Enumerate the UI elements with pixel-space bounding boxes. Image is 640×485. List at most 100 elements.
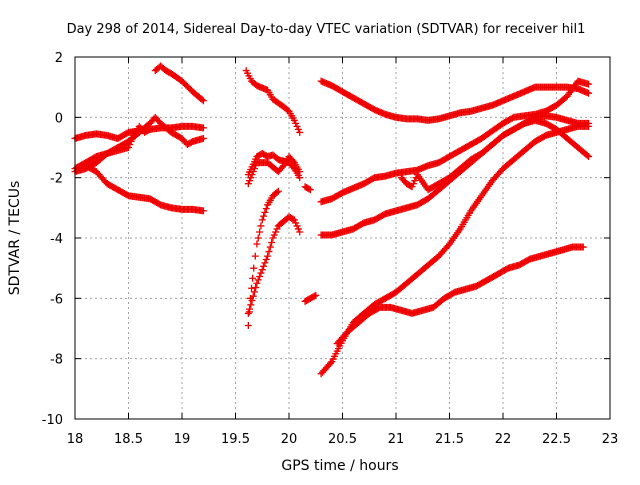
data-point [248, 171, 256, 179]
data-point [296, 128, 304, 136]
data-point [257, 269, 265, 277]
data-point [145, 126, 153, 134]
y-tick-label: -2 [50, 172, 63, 187]
data-point [411, 177, 419, 185]
data-point [249, 292, 257, 300]
data-point [269, 234, 277, 242]
data-point [585, 153, 593, 161]
data-point [249, 168, 257, 176]
data-point [260, 262, 268, 270]
series-arc-j [244, 213, 304, 317]
data-point [253, 240, 261, 248]
x-axis-title: GPS time / hours [281, 458, 398, 474]
data-point [326, 359, 334, 367]
data-point [290, 216, 298, 224]
data-point [248, 296, 256, 304]
x-tick-label: 18.5 [114, 432, 143, 447]
y-tick-label: 2 [55, 51, 63, 66]
x-tick-label: 22.5 [542, 432, 571, 447]
data-point [252, 284, 260, 292]
data-point [289, 215, 297, 223]
y-tick-label: -4 [50, 232, 63, 247]
y-tick-label: 0 [55, 111, 63, 126]
series-arc-d [82, 162, 207, 215]
data-point [250, 264, 258, 272]
data-point [310, 292, 318, 300]
series-arc-k [301, 291, 320, 305]
data-point [260, 212, 268, 220]
data-point [199, 134, 207, 142]
data-point [312, 291, 320, 299]
data-point [244, 309, 252, 317]
data-point [261, 208, 269, 216]
x-tick-label: 20 [281, 432, 298, 447]
data-point [246, 177, 254, 185]
data-point [278, 163, 286, 171]
data-point [146, 125, 154, 133]
y-tick-label: -6 [50, 292, 63, 307]
ticks-layer [74, 56, 611, 420]
x-tick-label: 23 [602, 432, 619, 447]
data-point [292, 119, 300, 127]
grid-layer [75, 57, 610, 419]
data-point [268, 239, 276, 247]
data-point [585, 122, 593, 130]
data-point [264, 252, 272, 260]
data-point [266, 243, 274, 251]
data-point [409, 180, 417, 188]
series-arc-l [301, 183, 314, 194]
data-point [247, 174, 255, 182]
data-point [585, 80, 593, 88]
series-arc-e [151, 62, 207, 105]
data-point [296, 168, 304, 176]
data-point [253, 279, 261, 287]
data-point [127, 137, 135, 145]
series-arc-i [244, 187, 282, 329]
series-arc-f [242, 67, 304, 136]
data-point [585, 89, 593, 97]
data-point [199, 207, 207, 215]
data-point [126, 140, 134, 148]
data-point [250, 288, 258, 296]
data-point [293, 122, 301, 130]
data-point [251, 252, 259, 260]
data-point [262, 255, 270, 263]
y-tick-label: -8 [50, 353, 63, 368]
x-tick-label: 21.5 [435, 432, 464, 447]
data-point [293, 222, 301, 230]
data-point [583, 151, 591, 159]
data-point [249, 274, 257, 282]
data-point [579, 243, 587, 251]
data-point [198, 96, 206, 104]
data-point [290, 116, 298, 124]
x-tick-label: 18 [67, 432, 84, 447]
data-point [294, 125, 302, 133]
x-tick-label: 19 [174, 432, 191, 447]
series-arc-c [71, 122, 154, 176]
data-point [257, 222, 265, 230]
data-point [294, 225, 302, 233]
data-point [270, 231, 278, 239]
series-arc-q [317, 122, 593, 378]
data-point [246, 305, 254, 313]
data-point [306, 186, 314, 194]
data-point [305, 185, 313, 193]
series-arc-m [317, 77, 593, 124]
series-arc-r [333, 243, 587, 348]
data-point [296, 174, 304, 182]
data-point [244, 321, 252, 329]
data-point [296, 228, 304, 236]
data-point [199, 124, 207, 132]
data-point [248, 284, 256, 292]
data-point [258, 216, 266, 224]
chart-title: Day 298 of 2014, Sidereal Day-to-day VTE… [67, 22, 586, 37]
data-point [289, 157, 297, 165]
series-arc-h [244, 153, 304, 188]
data-point [129, 134, 137, 142]
data-point [274, 187, 282, 195]
y-tick-label: -10 [42, 413, 63, 428]
data-point [258, 266, 266, 274]
y-axis-title: SDTVAR / TECUs [7, 181, 23, 296]
